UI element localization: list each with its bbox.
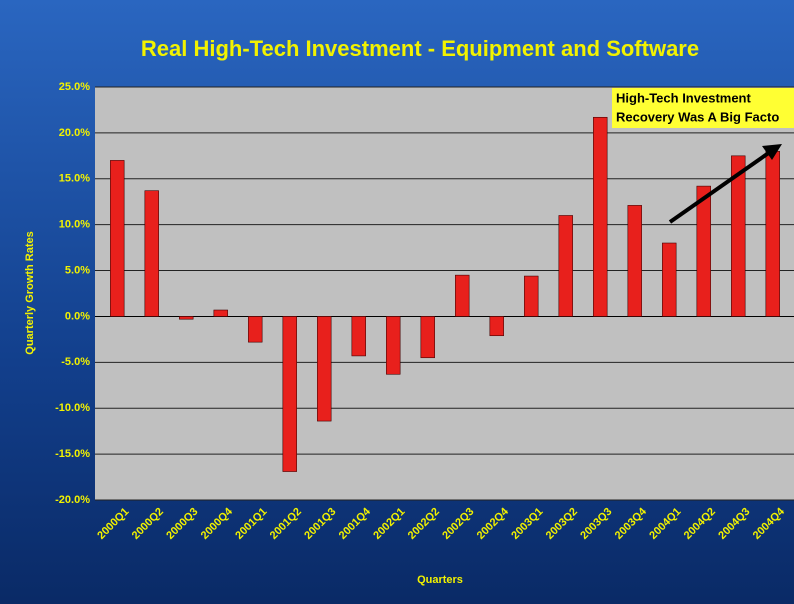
y-tick-label: 25.0% [59, 81, 90, 93]
bar [248, 316, 263, 343]
annotation-box [612, 88, 794, 128]
y-tick-label: 15.0% [59, 173, 90, 185]
bar [731, 155, 746, 317]
bar [593, 116, 608, 317]
y-tick-label: 20.0% [59, 127, 90, 139]
annotation: Recovery Was A Big Facto [616, 109, 779, 124]
bar [351, 316, 366, 357]
plot-area [95, 87, 794, 500]
bar [627, 205, 642, 317]
y-tick-label: -10.0% [55, 402, 90, 414]
bar [662, 242, 677, 317]
bar [144, 190, 159, 317]
y-axis-label: Quarterly Growth Rates [24, 231, 36, 354]
bar [386, 316, 401, 375]
annotation: High-Tech Investment [616, 90, 752, 105]
y-tick-label: -20.0% [55, 494, 90, 506]
bar [558, 215, 573, 317]
arrow-shaft [668, 150, 772, 224]
bar [282, 316, 297, 472]
y-tick-label: 10.0% [59, 219, 90, 231]
x-axis-label: Quarters [417, 574, 463, 586]
chart-title: Real High-Tech Investment - Equipment an… [141, 36, 699, 61]
bar [420, 316, 435, 359]
bar [524, 275, 539, 317]
bar [696, 185, 711, 317]
bar [179, 316, 194, 320]
bar [317, 316, 332, 422]
y-tick-label: 5.0% [65, 264, 90, 276]
y-tick-label: -5.0% [61, 356, 90, 368]
bar [213, 309, 228, 317]
bar [765, 150, 780, 317]
bar [110, 160, 125, 317]
y-tick-label: 0.0% [65, 310, 90, 322]
y-tick-label: -15.0% [55, 448, 90, 460]
bar [455, 274, 470, 317]
arrow-head [762, 144, 782, 160]
bar [489, 316, 504, 337]
